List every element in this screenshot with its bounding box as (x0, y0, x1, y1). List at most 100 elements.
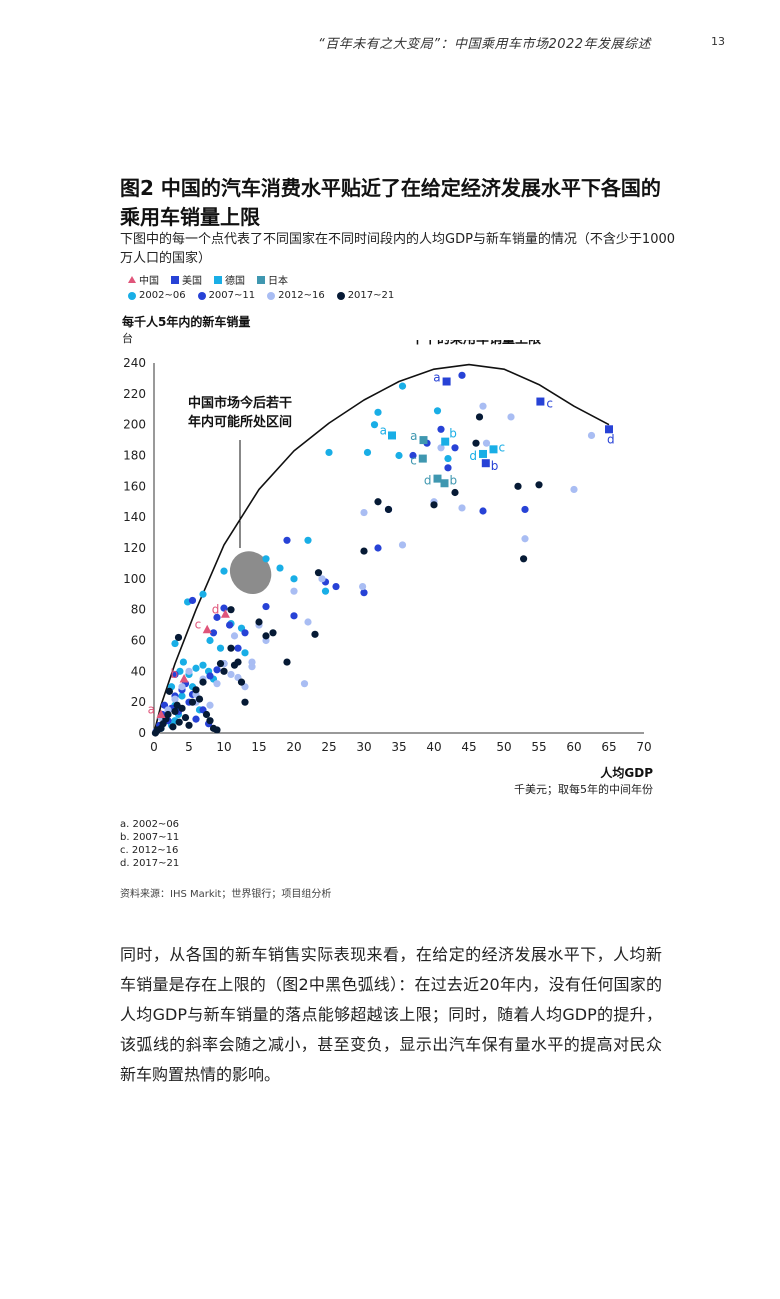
x-tick-label: 30 (356, 740, 371, 754)
country-marker (481, 459, 490, 468)
scatter-point (216, 644, 225, 652)
triangle-icon (128, 276, 136, 283)
dot-icon (197, 291, 206, 300)
scatter-point (514, 482, 522, 490)
point-label: d (212, 602, 220, 616)
legend-item-2012: 2012~16 (267, 290, 325, 301)
scatter-point (283, 658, 291, 666)
y-tick-label: 100 (123, 572, 146, 586)
scatter-point (220, 567, 228, 575)
scatter-point (332, 582, 340, 591)
scatter-point (360, 508, 368, 517)
china-marker (202, 624, 212, 634)
scatter-point (175, 718, 183, 726)
scatter-point (325, 448, 333, 457)
scatter-point (360, 589, 368, 597)
note-a: a. 2002~06 (120, 819, 180, 830)
scatter-point (171, 639, 179, 648)
scatter-point (269, 629, 277, 637)
scatter-point (227, 670, 235, 679)
point-label: b (449, 427, 457, 441)
legend-item-2002: 2002~06 (128, 290, 186, 301)
legend-item-germany: 德国 (214, 272, 245, 287)
scatter-point (479, 507, 487, 515)
note-b: b. 2007~11 (120, 832, 180, 843)
x-tick-label: 50 (496, 740, 511, 754)
scatter-point (227, 644, 235, 652)
point-label: a (380, 423, 387, 437)
scatter-point (188, 698, 197, 706)
legend-label: 2017~21 (347, 290, 395, 301)
scatter-point (188, 596, 197, 605)
scatter-point (213, 613, 221, 621)
figure-title: 图2 中国的汽车消费水平贴近了在给定经济发展水平下各国的乘用车销量上限 (120, 176, 661, 229)
scatter-point (262, 602, 270, 611)
scatter-point (451, 444, 459, 452)
y-tick-label: 160 (123, 479, 146, 493)
scatter-point (227, 606, 235, 614)
scatter-point (444, 454, 452, 463)
scatter-point (395, 451, 403, 460)
scatter-point (482, 439, 491, 447)
scatter-point (374, 498, 382, 506)
scatter-point (300, 680, 309, 688)
scatter-point (398, 541, 407, 549)
y-tick-label: 80 (131, 603, 146, 617)
scatter-point (370, 421, 379, 429)
legend-countries: 中国 美国 德国 日本 (128, 272, 300, 287)
scatter-point (220, 604, 228, 612)
scatter-point (374, 544, 382, 552)
scatter-point (206, 717, 214, 725)
china-marker (220, 609, 230, 618)
point-label: c (499, 440, 506, 454)
scatter-point (169, 723, 177, 731)
scatter-point (165, 687, 173, 695)
point-label: d (469, 449, 477, 463)
scatter-point (520, 555, 528, 563)
scatter-point (384, 505, 393, 514)
legend-item-2017: 2017~21 (336, 290, 395, 301)
scatter-point (241, 698, 249, 706)
legend-label: 德国 (225, 276, 245, 287)
scatter-point (206, 672, 214, 680)
scatter-chart: 0 5 10 15 20 25 30 35 40 45 50 55 60 65 70 0 20 40 60 80 100… (123, 340, 652, 754)
scatter-point (290, 587, 298, 595)
china-zone-annotation: 中国市场今后若干年内可能所处区间 (188, 395, 292, 430)
country-marker (440, 479, 449, 488)
scatter-point (213, 680, 221, 688)
scatter-point (216, 660, 225, 668)
x-tick-label: 10 (216, 740, 231, 754)
x-tick-label: 40 (426, 740, 441, 754)
y-tick-label: 0 (138, 726, 146, 740)
scatter-point (587, 431, 596, 440)
scatter-point (220, 667, 228, 675)
scatter-point (479, 402, 487, 410)
scatter-point (192, 686, 200, 694)
y-tick-label: 40 (131, 664, 146, 678)
scatter-point (535, 481, 543, 489)
scatter-point (314, 569, 323, 577)
scatter-point (458, 504, 466, 512)
legend-label: 日本 (268, 276, 288, 287)
scatter-point (171, 695, 179, 703)
y-tick-label: 220 (123, 387, 146, 401)
china-zone-ellipse (229, 551, 272, 595)
scatter-point (433, 407, 442, 415)
point-label: d (424, 474, 432, 488)
scatter-point (283, 536, 291, 544)
scatter-point (458, 371, 466, 379)
scatter-point (178, 704, 186, 712)
scatter-point (206, 701, 214, 709)
x-tick-label: 35 (391, 740, 406, 754)
scatter-point (276, 564, 284, 572)
dot-icon (267, 291, 276, 300)
figure-notes: a. 2002~06 b. 2007~11 c. 2012~16 d. 2017… (120, 818, 179, 870)
legend-label: 2007~11 (208, 290, 256, 301)
y-tick-label: 200 (123, 418, 146, 432)
scatter-point (195, 695, 204, 703)
scatter-point (199, 678, 207, 686)
x-tick-label: 55 (531, 740, 546, 754)
note-c: c. 2012~16 (120, 845, 179, 856)
scatter-point (290, 612, 298, 620)
legend-label: 2012~16 (278, 290, 325, 301)
